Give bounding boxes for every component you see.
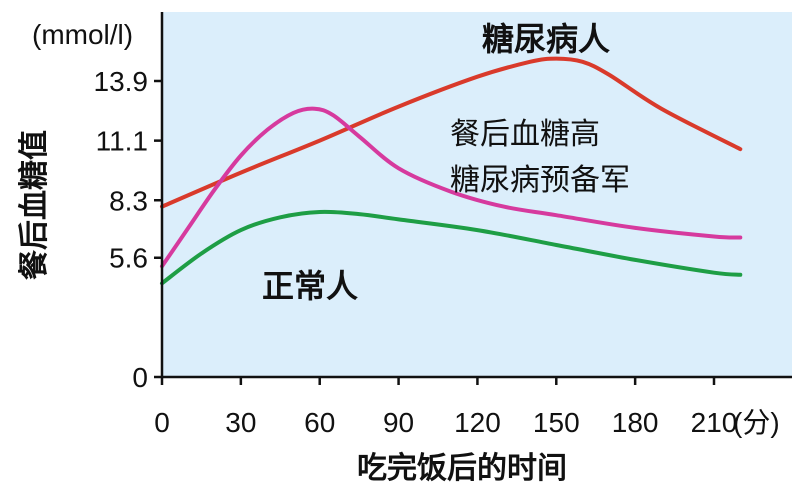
diabetic-line <box>160 56 743 209</box>
y-tick-label: 0 <box>132 362 148 393</box>
y-tick-label: 13.9 <box>94 66 149 97</box>
diabetic-label: 糖尿病人 <box>482 20 610 58</box>
y-tick-label: 11.1 <box>96 126 148 157</box>
x-tick-label: 30 <box>225 407 256 438</box>
prediabetic-line <box>160 106 743 269</box>
x-tick-label: 210 <box>691 407 738 438</box>
series-layer <box>160 56 743 286</box>
x-axis-title: 吃完饭后的时间 <box>357 451 567 486</box>
y-tick-label: 8.3 <box>109 185 148 216</box>
normal-line <box>160 209 743 286</box>
prediabetic-label-line1: 餐后血糖高 <box>450 117 600 152</box>
normal-label: 正常人 <box>262 267 358 305</box>
x-unit-label: (分) <box>733 407 780 438</box>
x-tick-label: 60 <box>304 407 335 438</box>
y-unit-label: (mmol/l) <box>32 19 133 50</box>
x-tick-label: 180 <box>612 407 659 438</box>
x-tick-label: 150 <box>533 407 580 438</box>
x-tick-label: 90 <box>383 407 414 438</box>
prediabetic-label-line2: 糖尿病预备军 <box>450 163 630 198</box>
x-tick-label: 120 <box>454 407 501 438</box>
plot-area <box>162 12 792 377</box>
x-tick-label: 0 <box>154 407 170 438</box>
y-tick-label: 5.6 <box>109 243 148 274</box>
y-axis-title: 餐后血糖值 <box>17 130 52 280</box>
ticks-layer: 0 5.6 8.3 11.1 13.9 0 30 60 90 120 150 180 210 <box>94 66 738 438</box>
